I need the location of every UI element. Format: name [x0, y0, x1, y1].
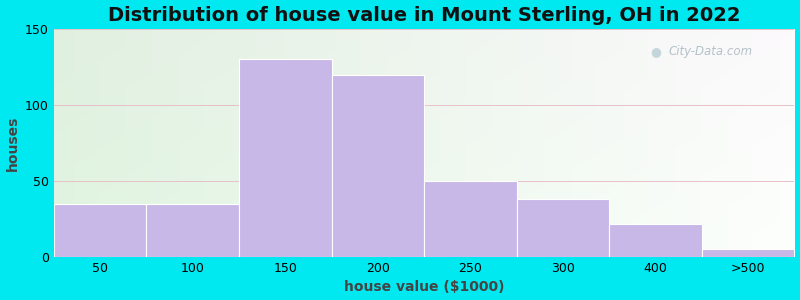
Y-axis label: houses: houses — [6, 115, 19, 171]
Title: Distribution of house value in Mount Sterling, OH in 2022: Distribution of house value in Mount Ste… — [108, 6, 740, 25]
Bar — [146, 204, 239, 257]
Bar — [424, 181, 517, 257]
Bar — [331, 74, 424, 257]
Text: City-Data.com: City-Data.com — [669, 45, 753, 58]
X-axis label: house value ($1000): house value ($1000) — [344, 280, 504, 294]
Bar — [54, 204, 146, 257]
Text: ●: ● — [650, 45, 661, 58]
Bar — [702, 249, 794, 257]
Bar — [239, 59, 331, 257]
Bar — [517, 199, 610, 257]
Bar — [610, 224, 702, 257]
